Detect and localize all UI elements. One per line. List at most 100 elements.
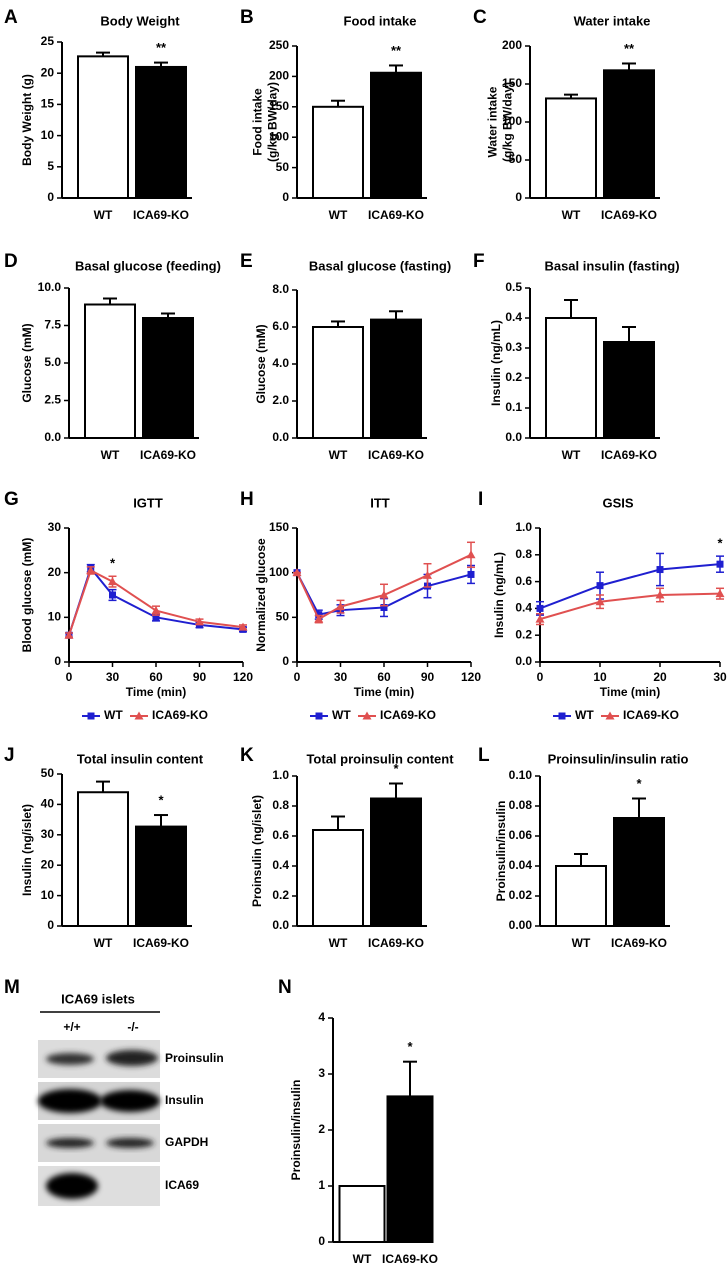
chart-title: Basal glucose (fasting) xyxy=(309,258,451,273)
chart-title: Total proinsulin content xyxy=(306,751,454,766)
panel-letter: N xyxy=(278,977,292,998)
bar xyxy=(613,817,665,927)
y-tick-label: 100 xyxy=(269,565,289,579)
marker xyxy=(195,617,204,626)
y-tick-label: 5 xyxy=(47,159,54,173)
x-tick-label: WT xyxy=(353,1252,372,1266)
x-axis-label: Time (min) xyxy=(354,685,414,699)
significance: * xyxy=(393,761,399,776)
marker xyxy=(315,712,323,720)
y-tick-label: 40 xyxy=(41,797,55,811)
series-line xyxy=(296,572,472,616)
series-line xyxy=(539,563,721,610)
y-tick-label: 0 xyxy=(318,1234,325,1248)
blot-band xyxy=(106,1138,154,1148)
y-tick-label: 200 xyxy=(269,69,289,83)
y-tick-label: 4 xyxy=(318,1010,325,1024)
x-tick-label: WT xyxy=(94,208,113,222)
y-tick-label: 0.4 xyxy=(272,858,289,872)
panel-letter: K xyxy=(240,745,254,766)
bar xyxy=(312,326,364,439)
y-axis-label: Insulin (ng/islet) xyxy=(20,804,34,896)
y-tick-label: 150 xyxy=(269,99,289,113)
row-label: ICA69 xyxy=(165,1178,199,1192)
marker xyxy=(87,712,95,720)
x-tick-label: WT xyxy=(101,448,120,462)
blot-band xyxy=(46,1053,94,1065)
x-tick-label: 120 xyxy=(461,670,481,684)
y-tick-label: 0 xyxy=(515,190,522,204)
y-axis-label: Blood glucose (mM) xyxy=(20,538,34,653)
bar xyxy=(370,71,422,199)
bar xyxy=(142,317,194,439)
y-tick-label: 6.0 xyxy=(272,319,289,333)
y-tick-label: 0.08 xyxy=(509,798,533,812)
legend-label: ICA69-KO xyxy=(380,708,436,722)
panel-letter: J xyxy=(4,745,15,766)
legend-label: WT xyxy=(104,708,123,722)
y-tick-label: 10.0 xyxy=(38,280,62,294)
panel-letter: B xyxy=(240,7,254,28)
y-tick-label: 10 xyxy=(41,128,55,142)
marker xyxy=(238,622,248,631)
panel-letter: M xyxy=(4,977,20,998)
marker xyxy=(109,591,116,599)
x-tick-label: WT xyxy=(572,936,591,950)
x-tick-label: WT xyxy=(94,936,113,950)
chart-title: GSIS xyxy=(602,495,633,510)
y-tick-label: 0.6 xyxy=(272,828,289,842)
y-axis-label: Glucose (mM) xyxy=(20,323,34,402)
chart-title: Body Weight xyxy=(100,13,180,28)
y-tick-label: 150 xyxy=(502,76,522,90)
y-tick-label: 0.2 xyxy=(515,627,532,641)
marker xyxy=(595,597,605,606)
panel-letter: H xyxy=(240,489,254,510)
y-tick-label: 20 xyxy=(41,857,55,871)
chart-title: ITT xyxy=(370,495,390,510)
significance: ** xyxy=(624,41,635,56)
marker xyxy=(466,550,476,559)
y-tick-label: 0 xyxy=(282,654,289,668)
panel-letter: C xyxy=(473,7,487,28)
y-tick-label: 0.4 xyxy=(515,601,532,615)
y-tick-label: 10 xyxy=(48,610,62,624)
x-tick-label: 30 xyxy=(106,670,120,684)
bar xyxy=(545,97,597,199)
y-axis-label: Water intake xyxy=(486,86,500,157)
y-axis-label: Insulin (ng/mL) xyxy=(492,552,506,638)
y-tick-label: 2.0 xyxy=(272,393,289,407)
y-tick-label: 250 xyxy=(269,38,289,52)
significance: * xyxy=(158,792,164,807)
marker xyxy=(134,711,144,720)
y-tick-label: 0 xyxy=(47,918,54,932)
chart-title: Total insulin content xyxy=(77,751,204,766)
bar xyxy=(386,1095,434,1244)
y-axis-label: Food intake xyxy=(251,88,265,156)
blot-band xyxy=(46,1138,94,1148)
y-tick-label: 200 xyxy=(502,38,522,52)
y-tick-label: 0.2 xyxy=(272,888,289,902)
chart-title: Food intake xyxy=(344,13,417,28)
y-axis-label: Proinsulin/insulin xyxy=(494,801,508,902)
y-tick-label: 100 xyxy=(502,114,522,128)
chart-title: Water intake xyxy=(574,13,651,28)
x-tick-label: ICA69-KO xyxy=(601,448,657,462)
x-tick-label: 10 xyxy=(593,670,607,684)
y-axis-label: Glucose (mM) xyxy=(254,324,268,403)
y-tick-label: 0.4 xyxy=(505,310,522,324)
y-tick-label: 1 xyxy=(318,1178,325,1192)
legend-label: ICA69-KO xyxy=(623,708,679,722)
marker xyxy=(423,570,432,579)
marker xyxy=(467,570,475,578)
bar xyxy=(370,797,422,927)
significance: * xyxy=(636,776,642,791)
x-axis-label: Time (min) xyxy=(600,685,660,699)
x-tick-label: WT xyxy=(329,208,348,222)
y-tick-label: 20 xyxy=(48,565,62,579)
y-tick-label: 0.1 xyxy=(505,400,522,414)
y-tick-label: 50 xyxy=(276,610,290,624)
y-axis-label: (g/kg BW/day) xyxy=(266,82,280,162)
x-tick-label: 60 xyxy=(377,670,391,684)
y-axis-label: Proinsulin/insulin xyxy=(289,1080,303,1181)
chart-title: Basal insulin (fasting) xyxy=(544,258,679,273)
